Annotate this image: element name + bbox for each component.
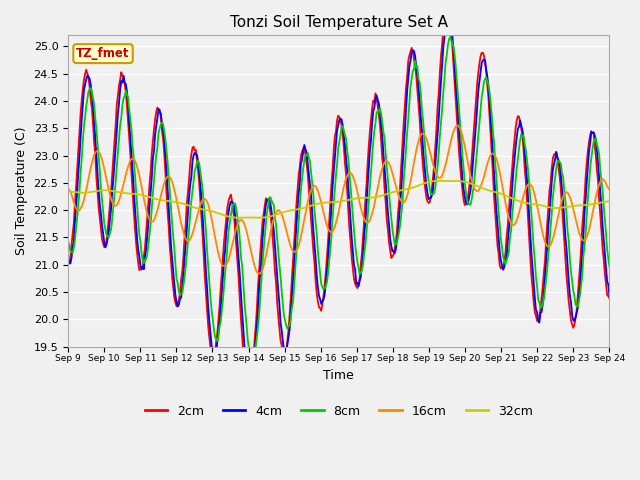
32cm (64, 189, 72, 194)
Title: Tonzi Soil Temperature Set A: Tonzi Soil Temperature Set A (230, 15, 448, 30)
2cm (233, 246, 241, 252)
8cm (605, 264, 613, 270)
4cm (64, 258, 72, 264)
Line: 32cm: 32cm (68, 181, 609, 218)
16cm (394, 191, 402, 197)
4cm (464, 200, 472, 205)
32cm (368, 195, 376, 201)
4cm (394, 229, 402, 235)
32cm (235, 215, 243, 221)
8cm (368, 154, 376, 160)
4cm (605, 293, 613, 299)
2cm (245, 385, 253, 391)
32cm (294, 206, 301, 212)
Line: 2cm: 2cm (68, 10, 609, 388)
Legend: 2cm, 4cm, 8cm, 16cm, 32cm: 2cm, 4cm, 8cm, 16cm, 32cm (140, 400, 538, 423)
8cm (464, 202, 472, 207)
16cm (454, 122, 462, 128)
2cm (558, 203, 566, 208)
32cm (394, 188, 402, 194)
32cm (233, 215, 241, 221)
2cm (294, 186, 301, 192)
2cm (64, 261, 72, 267)
4cm (558, 184, 566, 190)
2cm (464, 193, 472, 199)
Line: 4cm: 4cm (68, 13, 609, 382)
2cm (443, 7, 451, 13)
16cm (368, 211, 376, 216)
32cm (605, 199, 613, 204)
16cm (294, 246, 301, 252)
16cm (605, 187, 613, 192)
Line: 16cm: 16cm (68, 125, 609, 274)
4cm (368, 120, 376, 126)
16cm (64, 186, 72, 192)
16cm (233, 225, 241, 230)
8cm (233, 208, 241, 214)
16cm (558, 197, 566, 203)
2cm (394, 209, 402, 215)
2cm (368, 106, 376, 111)
2cm (605, 295, 613, 301)
4cm (233, 227, 241, 233)
8cm (294, 235, 301, 240)
8cm (248, 360, 256, 366)
8cm (394, 234, 402, 240)
4cm (445, 11, 452, 16)
Text: TZ_fmet: TZ_fmet (76, 47, 130, 60)
32cm (558, 205, 566, 211)
8cm (446, 34, 454, 40)
4cm (245, 379, 253, 384)
16cm (255, 271, 263, 276)
8cm (64, 238, 72, 244)
X-axis label: Time: Time (323, 369, 354, 382)
Y-axis label: Soil Temperature (C): Soil Temperature (C) (15, 127, 28, 255)
32cm (464, 180, 472, 185)
8cm (558, 170, 566, 176)
16cm (464, 161, 472, 167)
4cm (294, 205, 301, 211)
Line: 8cm: 8cm (68, 37, 609, 363)
32cm (435, 178, 443, 184)
